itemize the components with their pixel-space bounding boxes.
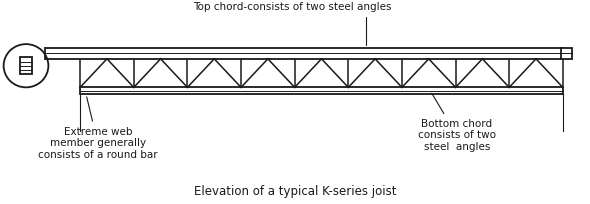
Bar	[561, 48, 572, 59]
Text: Elevation of a typical K-series joist: Elevation of a typical K-series joist	[194, 185, 396, 198]
Text: Extreme web
member generally
consists of a round bar: Extreme web member generally consists of…	[38, 97, 158, 160]
Bar	[19, 57, 32, 74]
Text: Top chord-consists of two steel angles: Top chord-consists of two steel angles	[193, 2, 391, 45]
Text: Bottom chord
consists of two
steel  angles: Bottom chord consists of two steel angle…	[418, 93, 496, 152]
